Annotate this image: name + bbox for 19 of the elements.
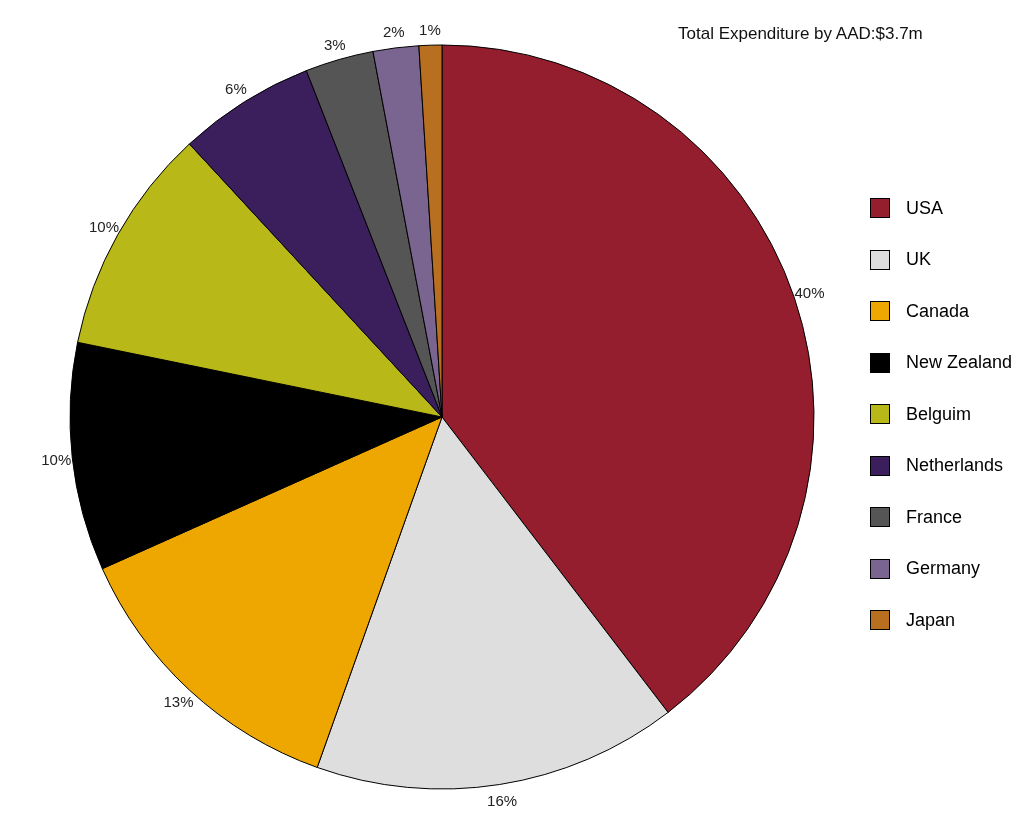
legend-label: UK	[906, 249, 932, 270]
legend-label: Japan	[906, 609, 956, 631]
data-label: 3%	[323, 35, 346, 53]
data-label: 16%	[487, 791, 518, 809]
data-label: 10%	[88, 217, 119, 235]
data-label: 40%	[794, 284, 825, 302]
legend-label: Netherlands	[906, 455, 1004, 476]
legend-label: Belguim	[906, 403, 972, 425]
data-label: 2%	[383, 23, 405, 41]
data-label: 13%	[163, 693, 194, 711]
data-label: 6%	[225, 79, 247, 97]
legend-label: France	[906, 506, 963, 528]
legend-label: Canada	[906, 300, 970, 322]
chart-title: Total Expenditure by AAD:$3.7m	[678, 24, 923, 44]
legend-label: USA	[906, 197, 944, 219]
data-label: 10%	[41, 450, 72, 468]
legend-label: New Zealand	[906, 352, 1013, 373]
data-label: 1%	[419, 20, 441, 38]
legend-label: Germany	[906, 558, 981, 579]
